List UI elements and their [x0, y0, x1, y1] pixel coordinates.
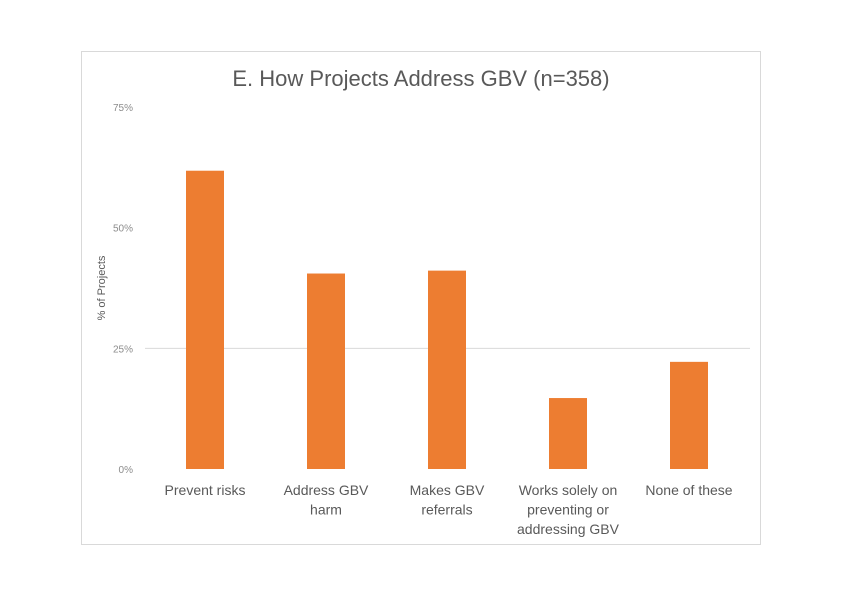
bar — [307, 273, 345, 469]
x-tick-label: addressing GBV — [517, 521, 620, 537]
x-tick-label: Prevent risks — [165, 482, 246, 498]
bar — [186, 170, 224, 469]
bar — [549, 398, 587, 469]
chart-title: E. How Projects Address GBV (n=358) — [232, 66, 609, 91]
x-tick-label: preventing or — [527, 502, 609, 518]
x-tick-label: referrals — [421, 502, 472, 518]
x-tick-label: Works solely on — [519, 482, 618, 498]
x-tick-label: harm — [310, 502, 342, 518]
y-tick-label: 25% — [113, 344, 133, 355]
x-tick-label: None of these — [645, 482, 732, 498]
bar — [670, 361, 708, 469]
bar — [428, 270, 466, 469]
y-tick-label: 0% — [119, 465, 134, 476]
x-tick-label: Address GBV — [284, 482, 369, 498]
y-axis-label: % of Projects — [96, 255, 108, 320]
y-tick-label: 75% — [113, 103, 133, 114]
chart-frame — [81, 51, 761, 545]
y-tick-label: 50% — [113, 224, 133, 235]
x-tick-label: Makes GBV — [410, 482, 485, 498]
